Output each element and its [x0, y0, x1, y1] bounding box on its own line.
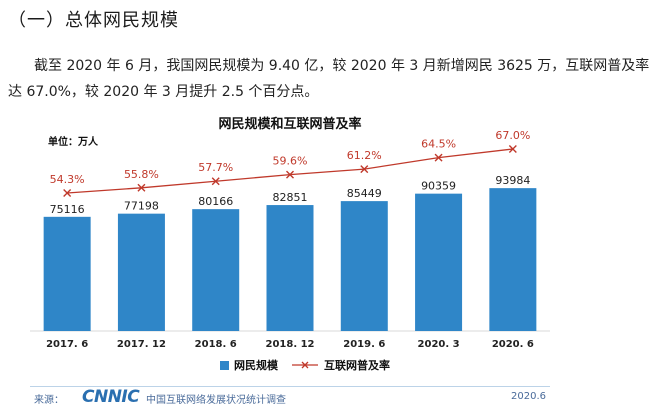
x-tick-label-2: 2017. 12: [117, 339, 166, 350]
bar-1: [43, 216, 91, 331]
legend-line-label: 互联网普及率: [324, 358, 390, 372]
bar-4: [266, 205, 314, 331]
rate-label-1: 54.3%: [50, 173, 85, 186]
x-tick-label-3: 2018. 6: [195, 339, 237, 350]
bar-7: [489, 188, 537, 331]
rate-point-1: [63, 189, 72, 197]
chart-title: 网民规模和互联网普及率: [218, 117, 362, 132]
bar-value-label-6: 90359: [421, 180, 456, 193]
rate-label-7: 67.0%: [495, 129, 530, 142]
bar-2: [117, 213, 165, 331]
rate-point-5: [360, 165, 369, 174]
summary-paragraph: 截至 2020 年 6 月，我国网民规模为 9.40 亿，较 2020 年 3 …: [8, 58, 650, 100]
chart-svg: 75116 2017. 6 77198 2017. 12 80166 2018. 6 828…: [30, 129, 550, 372]
rate-label-3: 57.7%: [198, 161, 233, 174]
bar-value-label-1: 75116: [50, 203, 85, 216]
rate-point-6: [434, 153, 443, 162]
source-footer: 来源： CNNIC 中国互联网络发展状况统计调查 2020.6: [30, 386, 550, 409]
rate-label-4: 59.6%: [273, 155, 308, 168]
x-tick-label-4: 2018. 12: [265, 339, 314, 350]
cnnic-logo: CNNIC: [82, 387, 140, 407]
legend-bar-label: 网民规模: [234, 358, 279, 372]
source-text: 中国互联网络发展状况统计调查: [146, 395, 286, 406]
x-tick-label-7: 2020. 6: [492, 339, 534, 350]
rate-point-7: [508, 145, 517, 153]
rate-point-2: [137, 183, 146, 192]
rate-label-5: 61.2%: [347, 149, 382, 162]
source-date: 2020.6: [511, 391, 546, 402]
x-tick-label-6: 2020. 3: [418, 339, 460, 350]
bar-3: [192, 209, 240, 331]
source-label: 来源：: [34, 395, 64, 406]
rate-point-4: [286, 170, 294, 179]
bar-value-label-7: 93984: [495, 174, 530, 187]
bar-value-label-2: 77198: [124, 200, 159, 213]
bar-value-label-3: 80166: [198, 195, 233, 208]
rate-label-2: 55.8%: [124, 168, 159, 181]
unit-label: 单位：万人: [48, 137, 98, 148]
rate-point-3: [211, 177, 220, 186]
x-tick-label-5: 2019. 6: [343, 339, 385, 350]
bar-value-label-5: 85449: [347, 187, 382, 200]
section-heading: （一）总体网民规模: [8, 10, 179, 31]
legend-line-marker: [301, 361, 309, 369]
chart-panel: 75116 2017. 6 77198 2017. 12 80166 2018. 6 828…: [30, 111, 550, 385]
rate-label-6: 64.5%: [421, 138, 456, 151]
bar-value-label-4: 82851: [273, 191, 308, 204]
x-tick-label-1: 2017. 6: [46, 339, 88, 350]
bar-5: [340, 201, 388, 331]
legend-bar-swatch: [220, 361, 229, 370]
bar-6: [415, 193, 463, 331]
